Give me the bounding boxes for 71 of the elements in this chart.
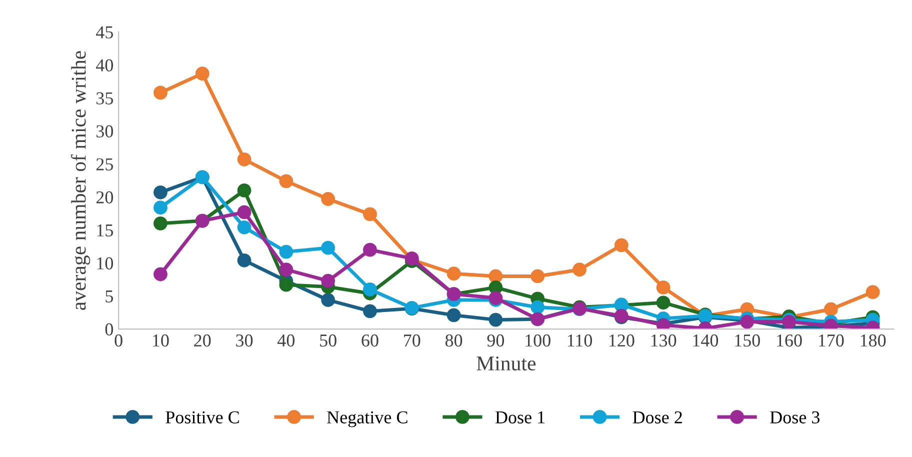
x-tick-label: 110 [568, 334, 592, 347]
point [154, 185, 168, 200]
x-tick-label: 30 [236, 334, 253, 347]
x-tick-label: 70 [404, 334, 420, 347]
point [237, 220, 252, 234]
point [237, 205, 252, 220]
point [195, 66, 210, 81]
legend-label: Negative C [327, 411, 408, 428]
point [363, 207, 377, 222]
x-tick-label: 120 [609, 334, 634, 347]
x-tick-label: 150 [735, 334, 760, 347]
point [656, 296, 670, 310]
y-tick-label: 0 [105, 323, 114, 336]
point [614, 238, 628, 252]
point [154, 267, 168, 282]
y-tick-label: 30 [96, 125, 114, 138]
point [321, 274, 336, 288]
point [363, 282, 377, 296]
point [488, 312, 503, 327]
x-tick-label: 100 [526, 334, 550, 347]
x-tick-label: 50 [320, 334, 336, 347]
y-tick-label: 45 [96, 26, 113, 38]
y-tick-label: 25 [96, 158, 113, 170]
point [154, 86, 168, 100]
point [321, 192, 336, 206]
x-tick-label: 170 [818, 334, 844, 347]
x-tick-label: 140 [693, 334, 718, 347]
y-tick-label: 20 [96, 191, 114, 204]
point [363, 304, 377, 318]
x-tick-label: 40 [277, 334, 295, 347]
point [279, 278, 294, 292]
x-tick-label: 130 [651, 334, 676, 347]
point [237, 183, 252, 198]
y-tick-label: 40 [96, 59, 114, 72]
point [363, 242, 377, 257]
x-tick-label: 160 [777, 334, 802, 347]
legend-label: Dose 3 [770, 411, 820, 424]
y-tick-label: 15 [97, 224, 113, 236]
point [154, 216, 168, 230]
y-tick-label: 35 [96, 92, 113, 104]
x-tick-label: 90 [487, 334, 504, 347]
x-tick-label: 0 [114, 334, 122, 347]
point [321, 293, 336, 307]
y-tick-label: 5 [106, 290, 113, 302]
point [237, 152, 252, 166]
x-axis-title: Minute [476, 356, 536, 370]
point [279, 262, 294, 277]
legend-label: Dose 1 [495, 411, 545, 424]
point [237, 253, 252, 268]
point [279, 174, 294, 188]
x-tick-label: 20 [194, 334, 211, 347]
point [154, 200, 168, 215]
point [279, 244, 294, 259]
x-tick-label: 80 [445, 334, 462, 347]
legend-label: Positive C [166, 411, 239, 424]
point [824, 302, 838, 316]
point [446, 308, 461, 322]
x-tick-label: 180 [860, 334, 886, 347]
point [572, 262, 586, 277]
point [488, 269, 503, 284]
y-tick-label: 10 [97, 257, 114, 270]
x-tick-label: 10 [153, 334, 169, 347]
point [530, 300, 545, 314]
point [866, 285, 880, 300]
point [656, 280, 670, 294]
point [321, 240, 336, 255]
x-tick-label: 60 [362, 334, 378, 347]
point [530, 269, 545, 284]
y-axis-title: average number of mice writhe [70, 51, 90, 310]
point [446, 266, 461, 281]
legend-label: Dose 2 [632, 411, 682, 424]
